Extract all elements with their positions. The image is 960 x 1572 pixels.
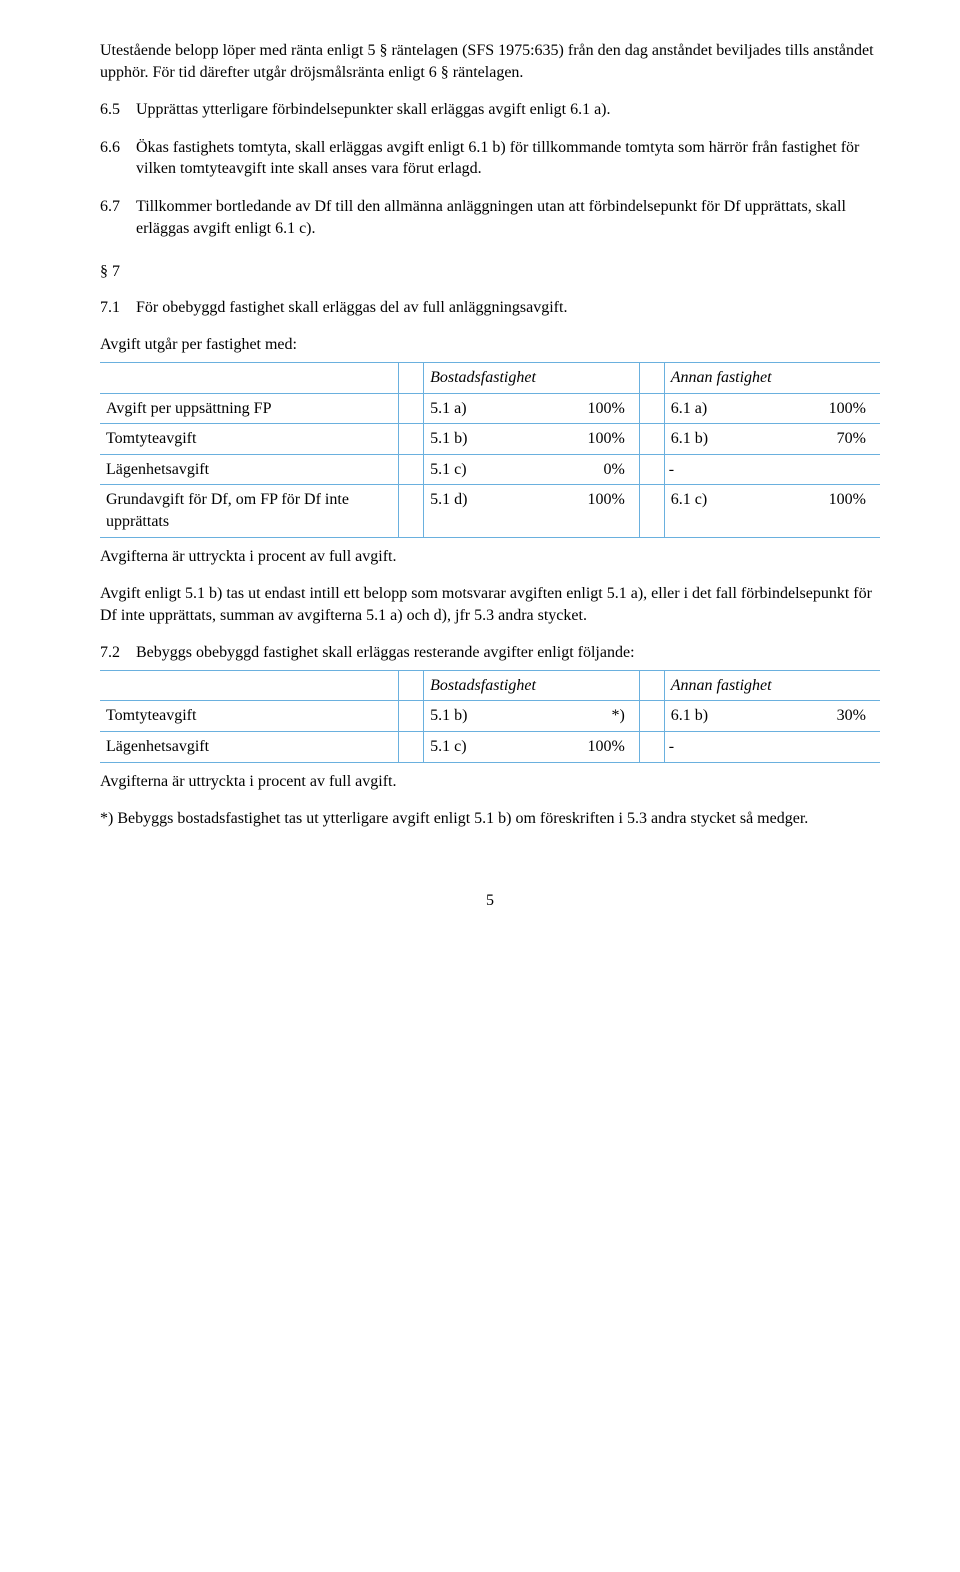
section-7-heading: § 7	[100, 261, 880, 283]
fee-label: Grundavgift för Df, om FP för Df inte up…	[100, 485, 399, 537]
post-table1-note-b: Avgift enligt 5.1 b) tas ut endast intil…	[100, 583, 880, 626]
para-text: För obebyggd fastighet skall erläggas de…	[136, 297, 880, 319]
table-header-empty	[100, 670, 399, 701]
fee-table-2: Bostadsfastighet Annan fastighet Tomtyte…	[100, 670, 880, 763]
para-text: Ökas fastighets tomtyta, skall erläggas …	[136, 137, 880, 180]
fee-val: *)	[498, 701, 639, 732]
fee-label: Tomtyteavgift	[100, 424, 399, 455]
fee-label: Avgift per uppsättning FP	[100, 393, 399, 424]
post-table2-note-b: *) Bebyggs bostadsfastighet tas ut ytter…	[100, 808, 880, 830]
fee-val: 30%	[739, 701, 880, 732]
fee-val: 100%	[498, 485, 639, 537]
fee-val: 100%	[498, 732, 639, 763]
post-table2-note-a: Avgifterna är uttryckta i procent av ful…	[100, 771, 880, 793]
fee-val: 100%	[498, 393, 639, 424]
fee-ref: 6.1 b)	[664, 424, 739, 455]
fee-val: 100%	[498, 424, 639, 455]
table-row: Avgift per uppsättning FP 5.1 a) 100% 6.…	[100, 393, 880, 424]
table-header-gap	[399, 670, 424, 701]
table-row: Tomtyteavgift 5.1 b) *) 6.1 b) 30%	[100, 701, 880, 732]
fee-ref: 5.1 b)	[424, 701, 499, 732]
post-table1-note-a: Avgifterna är uttryckta i procent av ful…	[100, 546, 880, 568]
table-header-gap	[399, 362, 424, 393]
para-number: 6.5	[100, 99, 136, 121]
table-header-row: Bostadsfastighet Annan fastighet	[100, 362, 880, 393]
table-header-empty	[100, 362, 399, 393]
table-header-gap	[639, 670, 664, 701]
table-row: Grundavgift för Df, om FP för Df inte up…	[100, 485, 880, 537]
fee-ref: 5.1 c)	[424, 454, 499, 485]
para-text: Tillkommer bortledande av Df till den al…	[136, 196, 880, 239]
para-number: 6.6	[100, 137, 136, 180]
fee-ref: 5.1 d)	[424, 485, 499, 537]
para-number: 6.7	[100, 196, 136, 239]
table-header-bostad: Bostadsfastighet	[424, 362, 640, 393]
fee-ref: 6.1 b)	[664, 701, 739, 732]
fee-ref: -	[664, 454, 739, 485]
para-number: 7.1	[100, 297, 136, 319]
intro-paragraph: Utestående belopp löper med ränta enligt…	[100, 40, 880, 83]
fee-label: Lägenhetsavgift	[100, 454, 399, 485]
fee-ref: 5.1 c)	[424, 732, 499, 763]
page-number: 5	[100, 890, 880, 912]
table-header-gap	[639, 362, 664, 393]
fee-ref: 5.1 a)	[424, 393, 499, 424]
table-row: Tomtyteavgift 5.1 b) 100% 6.1 b) 70%	[100, 424, 880, 455]
paragraph-7-1: 7.1 För obebyggd fastighet skall erlägga…	[100, 297, 880, 319]
fee-ref: 5.1 b)	[424, 424, 499, 455]
fee-val	[739, 732, 880, 763]
fee-val: 70%	[739, 424, 880, 455]
fee-val	[739, 454, 880, 485]
fee-val: 0%	[498, 454, 639, 485]
fee-ref: -	[664, 732, 739, 763]
paragraph-7-2: 7.2 Bebyggs obebyggd fastighet skall erl…	[100, 642, 880, 664]
fee-table-1: Bostadsfastighet Annan fastighet Avgift …	[100, 362, 880, 538]
para-text: Bebyggs obebyggd fastighet skall erlägga…	[136, 642, 880, 664]
table-row: Lägenhetsavgift 5.1 c) 0% -	[100, 454, 880, 485]
table-header-annan: Annan fastighet	[664, 362, 880, 393]
avgift-lead: Avgift utgår per fastighet med:	[100, 334, 880, 356]
fee-ref: 6.1 a)	[664, 393, 739, 424]
fee-label: Tomtyteavgift	[100, 701, 399, 732]
paragraph-6-5: 6.5 Upprättas ytterligare förbindelsepun…	[100, 99, 880, 121]
paragraph-6-6: 6.6 Ökas fastighets tomtyta, skall erläg…	[100, 137, 880, 180]
para-number: 7.2	[100, 642, 136, 664]
fee-val: 100%	[739, 485, 880, 537]
fee-val: 100%	[739, 393, 880, 424]
table-header-bostad: Bostadsfastighet	[424, 670, 640, 701]
page-container: Utestående belopp löper med ränta enligt…	[0, 0, 960, 951]
table-header-row: Bostadsfastighet Annan fastighet	[100, 670, 880, 701]
table-header-annan: Annan fastighet	[664, 670, 880, 701]
para-text: Upprättas ytterligare förbindelsepunkter…	[136, 99, 880, 121]
table-row: Lägenhetsavgift 5.1 c) 100% -	[100, 732, 880, 763]
fee-label: Lägenhetsavgift	[100, 732, 399, 763]
paragraph-6-7: 6.7 Tillkommer bortledande av Df till de…	[100, 196, 880, 239]
fee-ref: 6.1 c)	[664, 485, 739, 537]
